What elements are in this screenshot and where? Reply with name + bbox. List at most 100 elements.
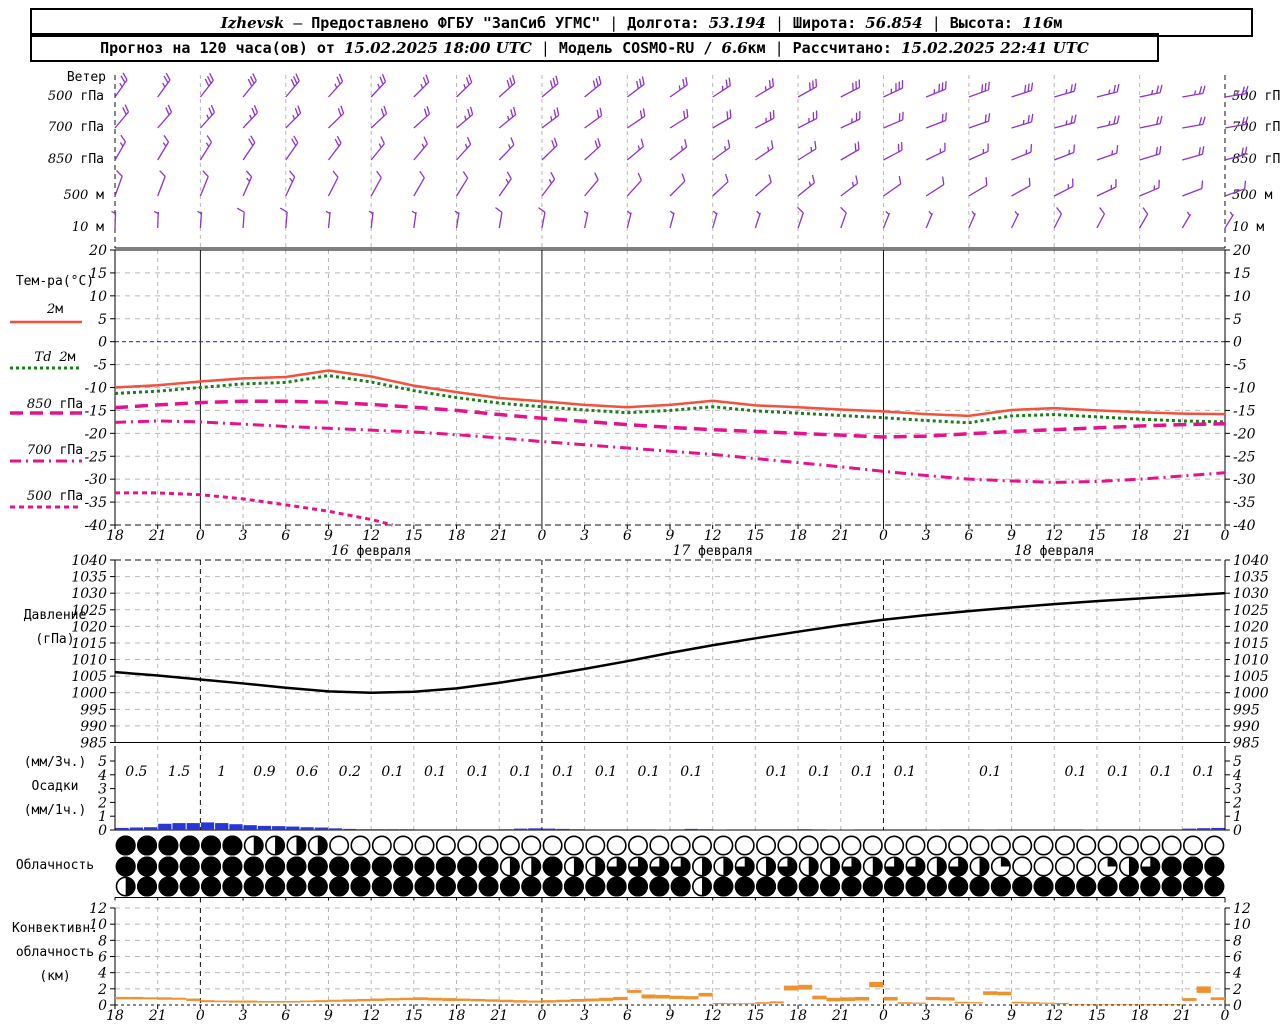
wind-barb-shaft bbox=[1181, 213, 1192, 229]
convective-cloud-bar bbox=[570, 998, 585, 1002]
wind-barb-feather bbox=[338, 73, 344, 82]
convective-cloud-bar bbox=[214, 1000, 229, 1003]
precip-amount-label: 1 bbox=[217, 764, 226, 780]
convective-cloud-bar bbox=[855, 996, 870, 1001]
cloud-cover-fill bbox=[350, 856, 371, 877]
cloud-cover-fill bbox=[137, 876, 158, 897]
wind-barb-feather bbox=[987, 81, 990, 90]
wind-barb-feather bbox=[552, 77, 556, 86]
wind-barb-feather bbox=[1116, 83, 1120, 93]
wind-barb-shaft bbox=[669, 180, 686, 197]
precip-bar bbox=[798, 829, 812, 830]
wind-barb-half-feather bbox=[377, 83, 381, 89]
wind-barb-shaft bbox=[968, 213, 976, 229]
wind-barb-feather bbox=[122, 72, 128, 81]
longitude-value: 53.194 bbox=[708, 13, 766, 32]
convective-cloud-bar bbox=[428, 997, 443, 1001]
wind-barb-shaft bbox=[626, 179, 642, 197]
wind-barb-feather bbox=[981, 84, 984, 93]
wind-barb-feather bbox=[204, 78, 210, 87]
wind-barb-feather bbox=[1027, 114, 1030, 124]
convective-cloud-bar bbox=[171, 997, 187, 1000]
cloud-cover-fill bbox=[179, 835, 200, 856]
pressure-tick-label-right: 1030 bbox=[1233, 586, 1269, 602]
cloud-cover-fill bbox=[926, 876, 947, 897]
cloud-cover-symbol bbox=[969, 835, 990, 856]
wind-barb-feather bbox=[727, 139, 731, 148]
wind-barb-feather bbox=[252, 73, 257, 81]
convective-cloud-bar bbox=[356, 998, 372, 1002]
convective-cloud-bar bbox=[470, 998, 485, 1002]
cloud-cover-symbol bbox=[585, 835, 606, 856]
wind-barb-shaft bbox=[1182, 187, 1203, 197]
convective-cloud-bar bbox=[598, 997, 614, 1001]
cloud-cover-fill bbox=[573, 857, 584, 876]
calc-label: Рассчитано: bbox=[792, 38, 892, 57]
pressure-tick-label-right: 1040 bbox=[1233, 553, 1269, 569]
cloud-cover-fill bbox=[125, 877, 135, 896]
precip-bar bbox=[499, 829, 513, 830]
cloud-cover-fill bbox=[735, 857, 754, 876]
cloud-cover-fill bbox=[884, 857, 904, 876]
temperature-tick-label-left: -5 bbox=[93, 358, 107, 374]
wind-barb-feather bbox=[1073, 83, 1077, 92]
convective-cloud-bar bbox=[200, 1000, 215, 1003]
precip-tick-label-left: 3 bbox=[98, 782, 107, 798]
wind-barb-feather bbox=[988, 113, 991, 122]
wind-barb-half-feather bbox=[119, 142, 124, 147]
precip-bar bbox=[215, 823, 229, 830]
temperature-tick-label-right: 20 bbox=[1232, 243, 1251, 259]
cloud-cover-fill bbox=[778, 857, 797, 876]
cloud-cover-fill bbox=[393, 876, 414, 897]
convective-cloud-bar bbox=[897, 1002, 912, 1004]
cloud-cover-fill bbox=[606, 876, 627, 897]
date-label: 16 февраля bbox=[331, 543, 411, 559]
hour-label: 12 bbox=[362, 1008, 380, 1024]
convective-cloud-bar bbox=[300, 1000, 315, 1003]
hour-label: 0 bbox=[879, 1008, 888, 1024]
wind-barb-feather bbox=[945, 112, 947, 121]
temperature-tick-label-right: 5 bbox=[1233, 312, 1242, 328]
precip-bar bbox=[827, 829, 841, 830]
wind-barb-feather bbox=[1155, 146, 1159, 156]
convective-tick-label-left: 10 bbox=[89, 917, 107, 933]
wind-barb-feather bbox=[683, 110, 686, 119]
convective-cloud-bar bbox=[115, 996, 130, 1000]
hour-label: 21 bbox=[1172, 1008, 1191, 1024]
precip-amount-label: 0.1 bbox=[851, 764, 873, 780]
wind-barb-feather bbox=[422, 76, 427, 85]
wind-barb-feather bbox=[291, 138, 297, 147]
wind-barb-shaft bbox=[1096, 213, 1106, 229]
cloud-cover-fill bbox=[1182, 876, 1203, 897]
cloud-cover-fill bbox=[275, 836, 285, 855]
wind-barb-feather bbox=[295, 73, 300, 82]
cloud-cover-fill bbox=[286, 856, 307, 877]
wind-barb-half-feather bbox=[205, 142, 210, 147]
hour-label: 3 bbox=[580, 1008, 589, 1024]
wind-barb-half-feather bbox=[724, 146, 727, 151]
pressure-tick-label-left: 990 bbox=[80, 719, 107, 735]
wind-barb-feather bbox=[724, 173, 729, 182]
precip-bar bbox=[613, 829, 627, 830]
precip-amount-label: 0.1 bbox=[509, 764, 531, 780]
precip-amount-label: 0.1 bbox=[638, 764, 660, 780]
wind-barb-shaft bbox=[455, 212, 460, 229]
pressure-tick-label-left: 985 bbox=[80, 736, 107, 752]
precip-bar bbox=[684, 828, 698, 830]
precip-bar bbox=[172, 823, 186, 830]
header-separator: | bbox=[609, 13, 619, 32]
wind-barb-feather bbox=[1202, 85, 1206, 94]
wind-barb-feather bbox=[289, 170, 296, 178]
date-label: 18 февраля bbox=[1014, 543, 1094, 559]
convective-cloud-bar bbox=[485, 999, 500, 1002]
pressure-section-title: Давление bbox=[23, 608, 87, 623]
cloud-cover-fill bbox=[808, 857, 818, 876]
cloud-cover-fill bbox=[713, 876, 734, 897]
cloud-cover-fill bbox=[1182, 856, 1203, 877]
cloud-cover-fill bbox=[329, 856, 350, 877]
wind-barb-shaft bbox=[456, 143, 472, 161]
convective-cloud-bar bbox=[442, 998, 457, 1001]
precip-tick-label-left: 5 bbox=[98, 754, 107, 770]
wind-barb-half-feather bbox=[971, 210, 976, 216]
convective-cloud-bar bbox=[627, 990, 642, 993]
